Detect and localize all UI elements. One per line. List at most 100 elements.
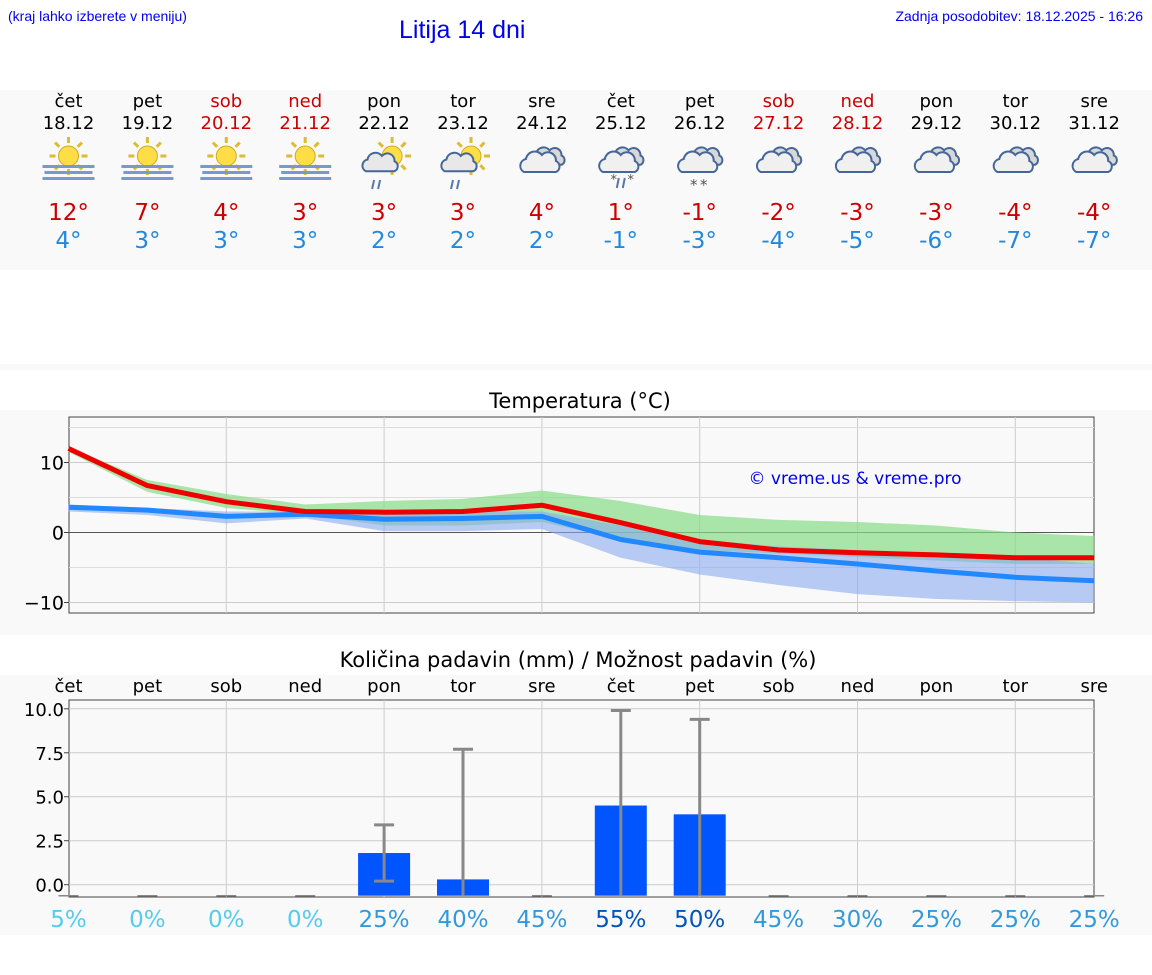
- cloud-shape: [913, 150, 955, 173]
- snow-flake: *: [690, 176, 698, 194]
- min-temp: -7°: [998, 228, 1032, 254]
- precip-probability: 45%: [753, 907, 804, 933]
- cloud-shape: [1071, 150, 1113, 173]
- day-of-week: čet: [607, 91, 635, 112]
- last-update: Zadnja posodobitev: 18.12.2025 - 16:26: [895, 8, 1143, 24]
- sun-ray: [313, 141, 320, 148]
- sun-ray: [234, 141, 241, 148]
- cloudy-icon: [1071, 146, 1118, 173]
- rain-drop: [450, 179, 454, 190]
- day-date: 24.12: [516, 113, 568, 134]
- min-temp: -1°: [604, 228, 638, 254]
- y-tick-label: 7.5: [35, 744, 64, 765]
- max-temp: -1°: [682, 200, 716, 226]
- page-title: Litija 14 dni: [399, 16, 526, 44]
- sun-ray: [155, 141, 162, 148]
- sun-ray: [479, 141, 486, 148]
- max-temp: -4°: [1077, 200, 1111, 226]
- cloud-snow-icon: * *: [677, 146, 724, 194]
- sun-ray: [400, 141, 407, 148]
- y-tick-label: 0.0: [35, 876, 64, 897]
- min-temp: 2°: [450, 228, 476, 254]
- precip-probability: 55%: [595, 907, 646, 933]
- min-range-band: [68, 504, 1095, 603]
- min-temp: -7°: [1077, 228, 1111, 254]
- sun-ray: [132, 141, 140, 148]
- day-date: 19.12: [122, 113, 174, 134]
- y-tick-label: 10.0: [24, 700, 64, 721]
- cloud-shape: [361, 151, 399, 173]
- y-tick-label: 2.5: [35, 832, 64, 853]
- min-temp: 3°: [292, 228, 318, 254]
- sun-ray: [479, 164, 486, 171]
- precip-probability: 25%: [990, 907, 1041, 933]
- category-label: ned: [841, 676, 875, 697]
- min-temp: 4°: [55, 228, 81, 254]
- min-temp: 2°: [529, 228, 555, 254]
- min-temp: -4°: [761, 228, 795, 254]
- sun-fog-icon: [121, 137, 174, 180]
- sun-disc: [215, 145, 237, 167]
- fog-line: [281, 171, 330, 174]
- sun-fog-icon: [279, 137, 332, 180]
- day-of-week: pon: [367, 91, 401, 112]
- day-date: 31.12: [1068, 113, 1120, 134]
- precip-probability: 0%: [208, 907, 245, 933]
- cloud-shape: [756, 150, 798, 173]
- cloud-shape: [519, 150, 561, 173]
- day-of-week: ned: [288, 91, 322, 112]
- max-temp: 4°: [529, 200, 555, 226]
- day-of-week: pon: [919, 91, 953, 112]
- precip-probability: 25%: [1069, 907, 1120, 933]
- precip-probability: 25%: [359, 907, 410, 933]
- precip-probability: 50%: [674, 907, 725, 933]
- fog-line: [123, 171, 172, 174]
- max-temp: 7°: [134, 200, 160, 226]
- precip-probability: 40%: [437, 907, 488, 933]
- min-temp: 2°: [371, 228, 397, 254]
- rain-drop: [615, 177, 620, 189]
- snow-flake: *: [611, 173, 618, 188]
- day-date: 30.12: [990, 113, 1042, 134]
- precip-probability: 25%: [911, 907, 962, 933]
- max-temp: -3°: [840, 200, 874, 226]
- day-date: 26.12: [674, 113, 726, 134]
- min-temp: -5°: [840, 228, 874, 254]
- sun-ray: [54, 141, 61, 148]
- day-date: 29.12: [911, 113, 963, 134]
- y-tick-label: 10: [40, 453, 64, 475]
- precipitation-chart: Količina padavin (mm) / Možnost padavin …: [24, 648, 1120, 933]
- cloud-sleet-icon: * *: [598, 146, 645, 189]
- precip-probability: 30%: [832, 907, 883, 933]
- forecast-strip: [0, 90, 1152, 270]
- category-label: čet: [607, 676, 635, 697]
- snow-flake: *: [700, 176, 708, 194]
- day-date: 21.12: [279, 113, 331, 134]
- day-of-week: sre: [528, 91, 555, 112]
- cloudy-icon: [992, 146, 1039, 173]
- fog-line: [279, 165, 332, 168]
- category-label: ned: [288, 676, 322, 697]
- min-temp: 3°: [134, 228, 160, 254]
- separator-band: [0, 364, 1152, 370]
- category-label: tor: [450, 676, 476, 697]
- category-label: tor: [1003, 676, 1029, 697]
- category-label: sob: [763, 676, 795, 697]
- y-tick-label: 0: [52, 523, 64, 545]
- sun-fog-icon: [42, 137, 95, 180]
- cloudy-icon: [913, 146, 960, 173]
- cloud-shape: [834, 150, 877, 173]
